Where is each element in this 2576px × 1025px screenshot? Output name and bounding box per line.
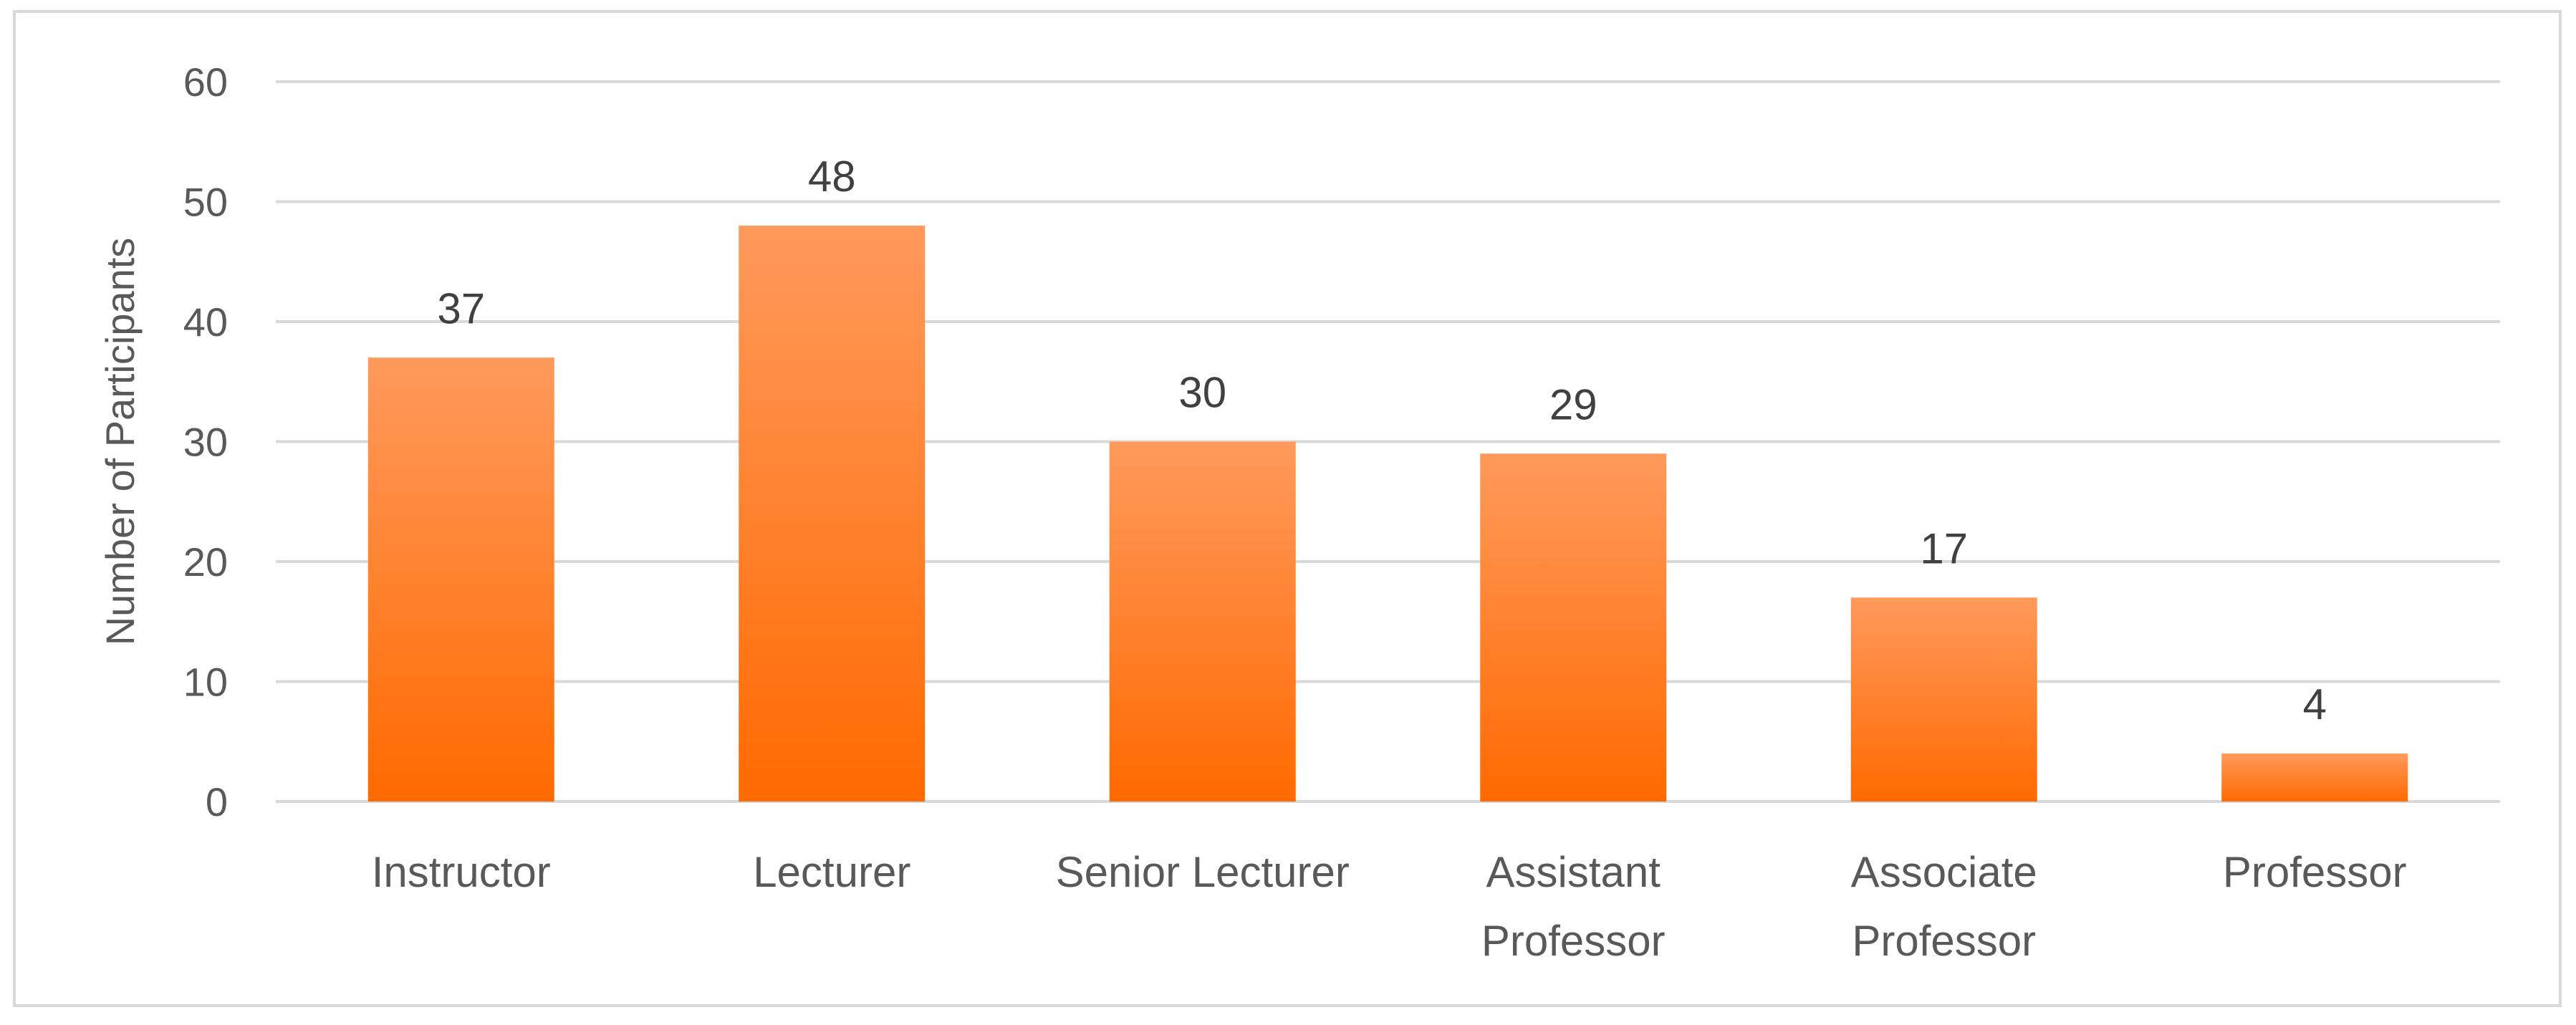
data-label: 17	[1920, 524, 1968, 572]
data-label: 4	[2303, 680, 2327, 728]
data-label: 29	[1549, 380, 1597, 428]
y-tick-label: 50	[183, 180, 228, 225]
bar	[2221, 754, 2408, 802]
y-tick-label: 0	[206, 779, 228, 824]
x-axis-categories: Instructor Lecturer Senior Lecturer Assista…	[372, 848, 2407, 965]
data-label: 30	[1178, 369, 1226, 417]
bar	[1109, 441, 1296, 802]
category-label: Associate	[1851, 848, 2037, 896]
data-labels: 37 48 30 29 17 4	[437, 153, 2327, 728]
y-axis-title: Number of Participants	[97, 238, 143, 646]
gridlines	[276, 80, 2500, 803]
bar	[1480, 453, 1667, 802]
data-label: 37	[437, 284, 485, 332]
bars	[367, 226, 2408, 802]
y-tick-label: 30	[183, 420, 228, 465]
bar	[367, 357, 554, 802]
bar	[1850, 597, 2037, 802]
y-tick-label: 10	[183, 660, 228, 705]
y-tick-label: 60	[183, 59, 228, 105]
data-label: 48	[808, 153, 856, 201]
category-label: Professor	[1852, 917, 2036, 965]
bar	[739, 226, 926, 802]
category-label: Instructor	[372, 848, 551, 896]
category-label: Professor	[1481, 917, 1666, 965]
y-axis-ticks: 0 10 20 30 40 50 60	[183, 59, 228, 824]
y-tick-label: 20	[183, 539, 228, 584]
category-label: Senior Lecturer	[1056, 848, 1350, 896]
category-label: Professor	[2223, 848, 2407, 896]
y-tick-label: 40	[183, 299, 228, 345]
category-label: Assistant	[1486, 848, 1661, 896]
category-label: Lecturer	[753, 848, 910, 896]
